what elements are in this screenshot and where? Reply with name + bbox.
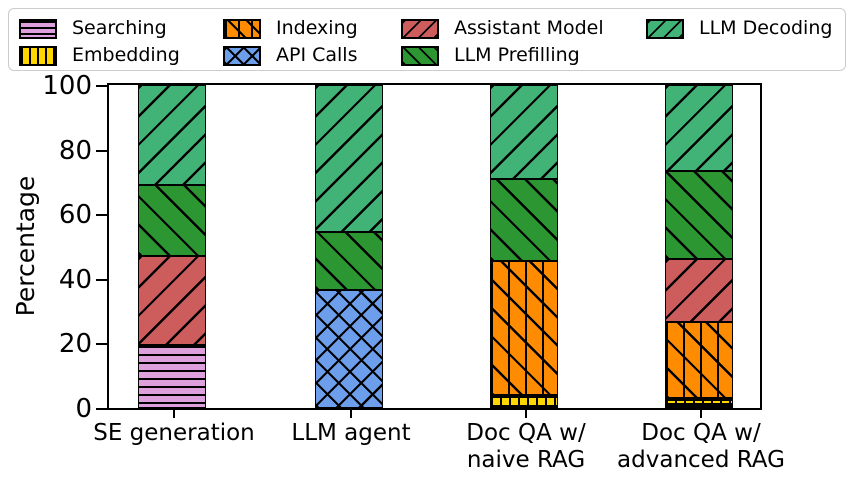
legend-column: Searching Embedding [19,18,223,70]
bar-se-generation [138,85,206,408]
legend-label: Indexing [276,17,358,39]
bar-doc-qa-w-advanced-rag [665,85,733,408]
indexing-swatch-icon [223,18,261,39]
legend-item-searching: Searching [19,18,223,39]
segment-indexing [490,261,558,396]
segment-indexing [665,322,733,399]
x-tick-mark [173,410,175,418]
api-calls-swatch-icon [223,45,261,66]
x-tick-mark [525,410,527,418]
searching-swatch-icon [19,18,57,39]
segment-llm-decoding [138,85,206,186]
segment-llm-prefilling [665,170,733,260]
segment-embedding [665,398,733,405]
segment-assistant-model [665,259,733,323]
x-tick-mark [700,410,702,418]
segment-llm-prefilling [138,185,206,257]
legend-label: Assistant Model [454,17,604,39]
x-tick-label-line: Doc QA w/ [641,420,761,446]
y-tick-label: 80 [58,135,92,166]
y-tick-mark [96,85,107,87]
legend-label: Embedding [72,44,180,66]
x-tick-label-doc-qa-w-naive-rag: Doc QA w/naive RAG [411,420,641,474]
y-tick-label: 60 [58,200,92,231]
legend-column: Assistant Model LLM Prefilling [401,18,646,70]
y-tick-mark [96,278,107,281]
segment-embedding [490,395,558,408]
y-tick-label: 0 [75,394,92,424]
x-tick-label-line: Doc QA w/ [466,420,586,446]
segment-llm-decoding [665,85,733,171]
segment-api-calls [315,290,383,408]
embedding-swatch-icon [19,45,57,66]
x-tick-label-llm-agent: LLM agent [236,420,466,447]
legend-item-api-calls: API Calls [223,45,401,66]
y-axis-label: Percentage [11,175,40,317]
legend-item-indexing: Indexing [223,18,401,39]
legend-label: LLM Prefilling [454,44,580,66]
segment-llm-prefilling [490,178,558,262]
segment-searching [665,404,733,408]
assistant-model-swatch-icon [401,18,439,39]
segment-searching [138,345,206,408]
segment-assistant-model [138,256,206,346]
x-tick-label-line: SE generation [93,420,255,446]
legend-label: API Calls [276,44,358,66]
x-tick-label-se-generation: SE generation [59,420,289,447]
legend: Searching Embedding Indexing API Calls Assis… [8,8,846,71]
legend-column: LLM Decoding [646,18,845,70]
y-tick-mark [96,149,107,152]
legend-item-assistant-model: Assistant Model [401,18,646,39]
segment-llm-prefilling [315,231,383,291]
x-tick-label-line: advanced RAG [617,447,785,473]
llm-decoding-swatch-icon [646,18,684,39]
legend-item-embedding: Embedding [19,45,223,66]
x-tick-label-line: naive RAG [466,447,586,473]
segment-llm-decoding [315,85,383,232]
bar-llm-agent [315,85,383,408]
legend-item-llm-decoding: LLM Decoding [646,18,845,39]
legend-item-llm-prefilling: LLM Prefilling [401,45,646,66]
y-tick-mark [96,408,107,410]
legend-label: Searching [72,17,167,39]
y-tick-mark [96,343,107,346]
x-tick-mark [350,410,352,418]
llm-prefilling-swatch-icon [401,45,439,66]
y-tick-label: 20 [58,329,92,360]
y-tick-mark [96,214,107,217]
y-tick-label: 100 [42,71,92,101]
x-tick-label-doc-qa-w-advanced-rag: Doc QA w/advanced RAG [586,420,816,474]
legend-column: Indexing API Calls [223,18,401,70]
x-tick-label-line: LLM agent [291,420,411,446]
y-tick-label: 40 [58,264,92,295]
bar-doc-qa-w-naive-rag [490,85,558,408]
plot-area [107,83,762,410]
segment-llm-decoding [490,85,558,179]
legend-label: LLM Decoding [699,17,833,39]
